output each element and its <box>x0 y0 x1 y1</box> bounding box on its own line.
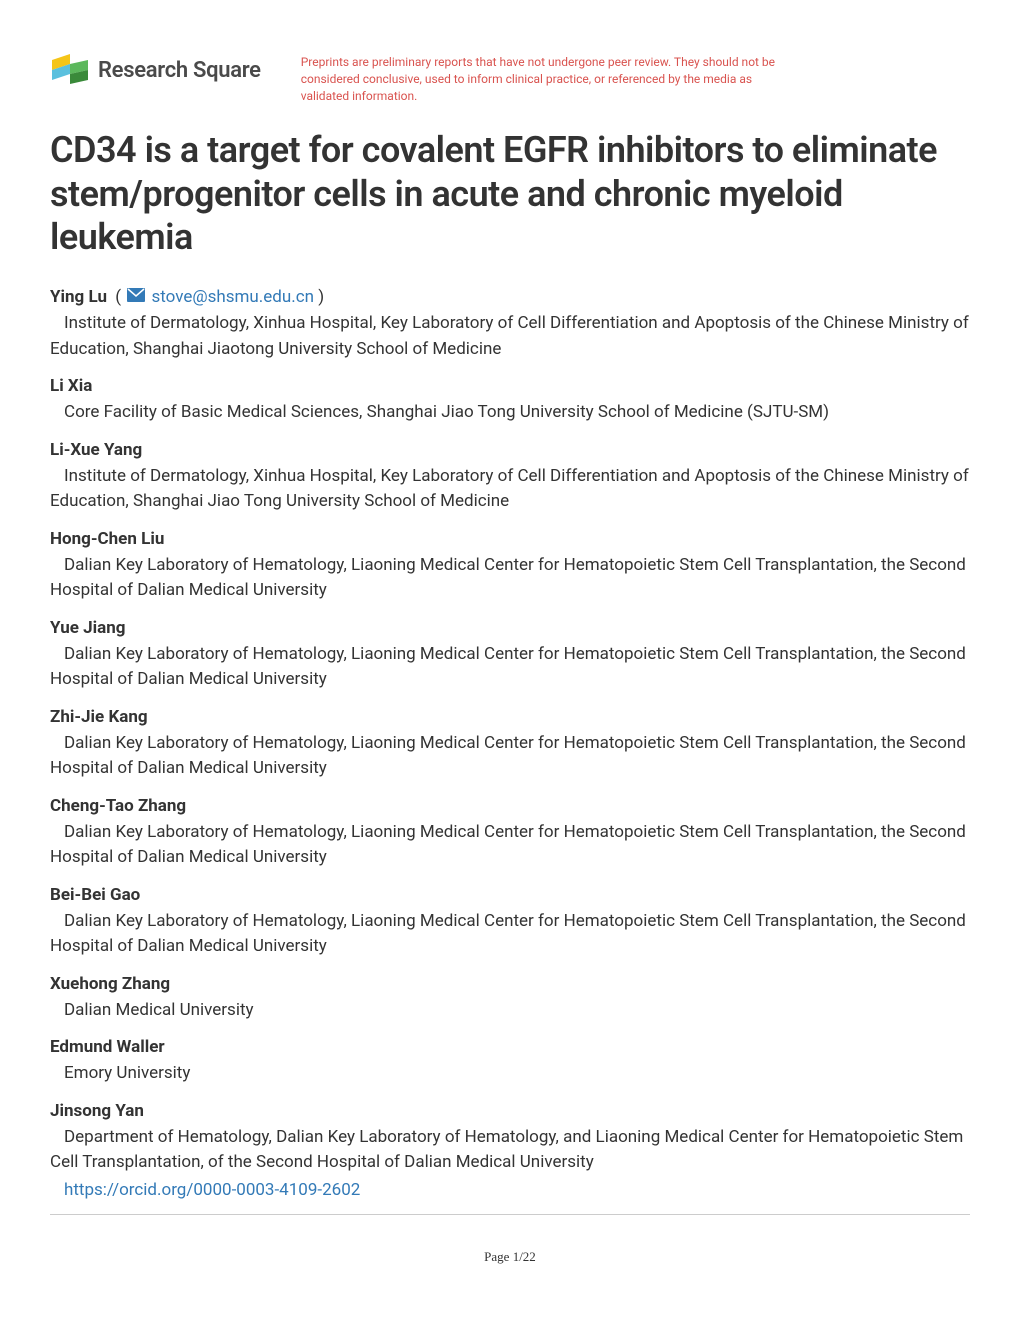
article-title: CD34 is a target for covalent EGFR inhib… <box>50 129 970 259</box>
author-name: Edmund Waller <box>50 1037 165 1057</box>
author-affiliation: Dalian Key Laboratory of Hematology, Lia… <box>50 553 970 604</box>
orcid-link[interactable]: https://orcid.org/0000-0003-4109-2602 <box>64 1180 360 1200</box>
author-block: Li-Xue Yang Institute of Dermatology, Xi… <box>50 440 970 515</box>
author-block: Li Xia Core Facility of Basic Medical Sc… <box>50 376 970 426</box>
author-affiliation: Department of Hematology, Dalian Key Lab… <box>50 1125 970 1176</box>
author-block: Bei-Bei Gao Dalian Key Laboratory of Hem… <box>50 885 970 960</box>
author-name: Zhi-Jie Kang <box>50 707 148 727</box>
logo-area: Research Square <box>50 50 261 90</box>
divider <box>50 1214 970 1215</box>
author-affiliation: Institute of Dermatology, Xinhua Hospita… <box>50 464 970 515</box>
author-block: Yue Jiang Dalian Key Laboratory of Hemat… <box>50 618 970 693</box>
author-name: Yue Jiang <box>50 618 125 638</box>
author-name: Jinsong Yan <box>50 1101 144 1121</box>
corresponding-author-block: Ying Lu ( stove@shsmu.edu.cn ) Institute… <box>50 287 970 363</box>
author-affiliation: Dalian Medical University <box>50 998 970 1024</box>
page-number: Page 1/22 <box>0 1235 1020 1279</box>
author-block: Jinsong Yan Department of Hematology, Da… <box>50 1101 970 1200</box>
header-row: Research Square Preprints are preliminar… <box>50 50 970 104</box>
corresponding-email-link[interactable]: stove@shsmu.edu.cn <box>151 287 314 307</box>
author-affiliation: Emory University <box>50 1061 970 1087</box>
author-block: Hong-Chen Liu Dalian Key Laboratory of H… <box>50 529 970 604</box>
author-affiliation: Dalian Key Laboratory of Hematology, Lia… <box>50 642 970 693</box>
author-name: Li Xia <box>50 376 92 396</box>
author-block: Edmund Waller Emory University <box>50 1037 970 1087</box>
author-affiliation: Core Facility of Basic Medical Sciences,… <box>50 400 970 426</box>
author-name: Hong-Chen Liu <box>50 529 164 549</box>
page-container: Research Square Preprints are preliminar… <box>0 0 1020 1235</box>
email-wrap: ( stove@shsmu.edu.cn ) <box>111 287 324 307</box>
author-name: Ying Lu <box>50 287 107 307</box>
author-name: Li-Xue Yang <box>50 440 142 460</box>
author-affiliation: Dalian Key Laboratory of Hematology, Lia… <box>50 731 970 782</box>
author-block: Xuehong Zhang Dalian Medical University <box>50 974 970 1024</box>
author-affiliation: Dalian Key Laboratory of Hematology, Lia… <box>50 820 970 871</box>
author-block: Zhi-Jie Kang Dalian Key Laboratory of He… <box>50 707 970 782</box>
author-affiliation: Dalian Key Laboratory of Hematology, Lia… <box>50 909 970 960</box>
envelope-icon <box>127 287 145 307</box>
author-name: Cheng-Tao Zhang <box>50 796 186 816</box>
author-block: Cheng-Tao Zhang Dalian Key Laboratory of… <box>50 796 970 871</box>
author-name: Xuehong Zhang <box>50 974 170 994</box>
research-square-logo-icon <box>50 50 90 90</box>
logo-text: Research Square <box>98 58 261 83</box>
author-affiliation: Institute of Dermatology, Xinhua Hospita… <box>50 311 970 362</box>
author-name: Bei-Bei Gao <box>50 885 140 905</box>
preprint-disclaimer: Preprints are preliminary reports that h… <box>301 50 781 104</box>
